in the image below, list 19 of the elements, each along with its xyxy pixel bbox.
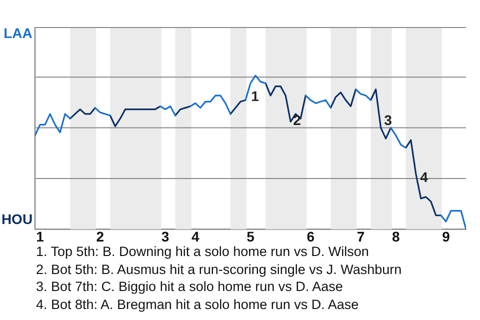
text: 2. Bot 5th: B. Ausmus hit a run-scoring single vs J. Washburn [36,260,402,278]
annotation: 1 [251,88,260,104]
x-tick-label: 7 [356,228,365,244]
x-tick-label: 9 [442,228,450,244]
x-tick-label: 5 [246,228,255,244]
text: 4. Bot 8th: A. Bregman hit a solo home run vs D. Aase [36,296,360,313]
text: HOU [1,210,33,227]
text: 1. Top 5th: B. Downing hit a solo home run vs D. Wilson [36,243,370,260]
annotation: 2 [293,112,302,128]
annotation: 3 [384,112,392,128]
x-tick-label: 4 [191,228,200,244]
text: LAA [4,24,32,41]
x-tick-label: 8 [392,228,400,244]
x-tick-label: 6 [306,228,315,244]
x-tick-label: 2 [96,228,104,244]
annotation: 4 [420,168,428,185]
x-tick-label: 1 [36,228,44,244]
text: 3. Bot 7th: C. Biggio hit a solo home run vs D. Aase [36,278,344,296]
x-tick-label: 3 [161,228,170,244]
